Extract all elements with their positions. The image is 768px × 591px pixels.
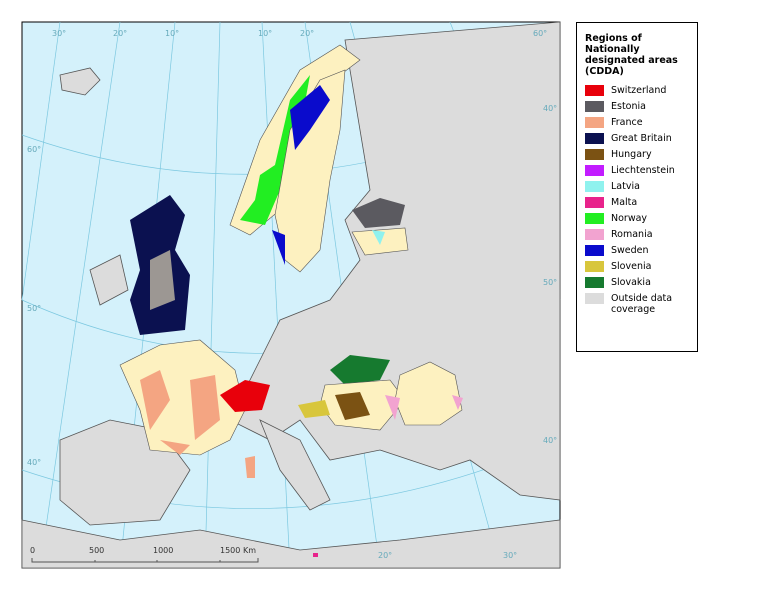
legend-item: Norway: [585, 213, 691, 224]
legend-item: Romania: [585, 229, 691, 240]
estonia: [352, 198, 405, 228]
legend-swatch: [585, 117, 604, 128]
legend-swatch: [585, 165, 604, 176]
legend-label: Outside data coverage: [611, 293, 673, 315]
legend-title: Regions of Nationally designated areas (…: [585, 33, 678, 77]
legend-item: Latvia: [585, 181, 691, 192]
malta: [313, 553, 318, 557]
legend-item: Great Britain: [585, 133, 691, 144]
graticule-label: 10°: [165, 29, 179, 38]
legend-item: Switzerland: [585, 85, 691, 96]
scale-label: 500: [89, 546, 104, 555]
legend-swatch: [585, 85, 604, 96]
legend-swatch: [585, 261, 604, 272]
france-areas: [140, 370, 220, 455]
graticule-label: 60°: [533, 29, 547, 38]
legend-swatch: [585, 293, 604, 304]
scale-label: 1500: [220, 546, 240, 555]
legend-item: Liechtenstein: [585, 165, 691, 176]
legend-swatch: [585, 101, 604, 112]
graticule-label: 40°: [543, 436, 557, 445]
legend-label: Latvia: [611, 181, 640, 192]
scale-unit: Km: [243, 546, 256, 555]
legend-item: Slovenia: [585, 261, 691, 272]
legend-item: Slovakia: [585, 277, 691, 288]
legend-items: Switzerland Estonia France Great Britain Hun…: [585, 85, 691, 315]
slovenia: [298, 400, 330, 418]
legend-label: Norway: [611, 213, 648, 224]
legend-label: Malta: [611, 197, 638, 208]
legend-label: Estonia: [611, 101, 646, 112]
legend-swatch: [585, 277, 604, 288]
legend-item: France: [585, 117, 691, 128]
graticule-label: 60°: [27, 145, 41, 154]
legend-swatch: [585, 197, 604, 208]
graticule-labels: 30° 20° 10° 10° 20° 60° 60° 50° 40° 40° …: [27, 29, 557, 560]
legend-label: Liechtenstein: [611, 165, 675, 176]
corsica: [245, 456, 255, 478]
graticule-label: 30°: [503, 551, 517, 560]
graticule-label: 10°: [258, 29, 272, 38]
legend-label: Sweden: [611, 245, 649, 256]
graticule-label: 20°: [378, 551, 392, 560]
legend-label: Romania: [611, 229, 653, 240]
scale-label: 0: [30, 546, 35, 555]
scale-bar: 0 500 1000 1500 Km: [30, 546, 259, 563]
graticule-label: 20°: [300, 29, 314, 38]
graticule-label: 40°: [543, 104, 557, 113]
legend-swatch: [585, 133, 604, 144]
legend-item: Sweden: [585, 245, 691, 256]
sweden-areas: [272, 85, 330, 265]
legend-item: Hungary: [585, 149, 691, 160]
hungary-areas: [335, 392, 370, 420]
legend: Regions of Nationally designated areas (…: [576, 22, 698, 352]
land-outside: [21, 21, 561, 569]
legend-item: Outside data coverage: [585, 293, 691, 315]
legend-label: Great Britain: [611, 133, 672, 144]
graticule-label: 20°: [113, 29, 127, 38]
legend-label: Hungary: [611, 149, 652, 160]
legend-label: Slovenia: [611, 261, 652, 272]
graticule-label: 50°: [543, 278, 557, 287]
slovakia: [330, 355, 390, 385]
legend-item: Malta: [585, 197, 691, 208]
gb-base: [150, 250, 175, 310]
romania-areas: [385, 395, 463, 420]
switzerland: [220, 380, 270, 412]
legend-swatch: [585, 213, 604, 224]
graticule-label: 50°: [27, 304, 41, 313]
legend-swatch: [585, 229, 604, 240]
legend-label: Switzerland: [611, 85, 667, 96]
graticule-label: 30°: [52, 29, 66, 38]
legend-label: Slovakia: [611, 277, 651, 288]
legend-swatch: [585, 149, 604, 160]
legend-swatch: [585, 245, 604, 256]
scale-label: 1000: [153, 546, 173, 555]
legend-label: France: [611, 117, 643, 128]
latvia-areas: [372, 230, 385, 245]
legend-swatch: [585, 181, 604, 192]
legend-item: Estonia: [585, 101, 691, 112]
graticule-label: 40°: [27, 458, 41, 467]
countries: [119, 44, 463, 557]
scale-line: [31, 558, 259, 563]
